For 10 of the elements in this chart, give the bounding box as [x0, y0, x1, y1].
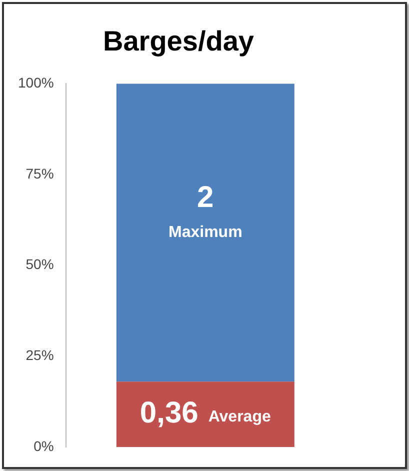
y-tick-label: 0%	[34, 438, 54, 454]
annotation: 2	[197, 180, 214, 214]
series-label: Maximum	[168, 224, 242, 241]
y-tick-label: 100%	[18, 74, 54, 90]
y-tick-label: 75%	[26, 165, 54, 182]
y-tick-label: 50%	[26, 256, 54, 272]
y-tick-label: 25%	[26, 347, 54, 364]
series-label: Average	[208, 408, 271, 426]
annotation: 0,36	[140, 396, 198, 430]
chart-title: Barges/day	[103, 26, 254, 57]
